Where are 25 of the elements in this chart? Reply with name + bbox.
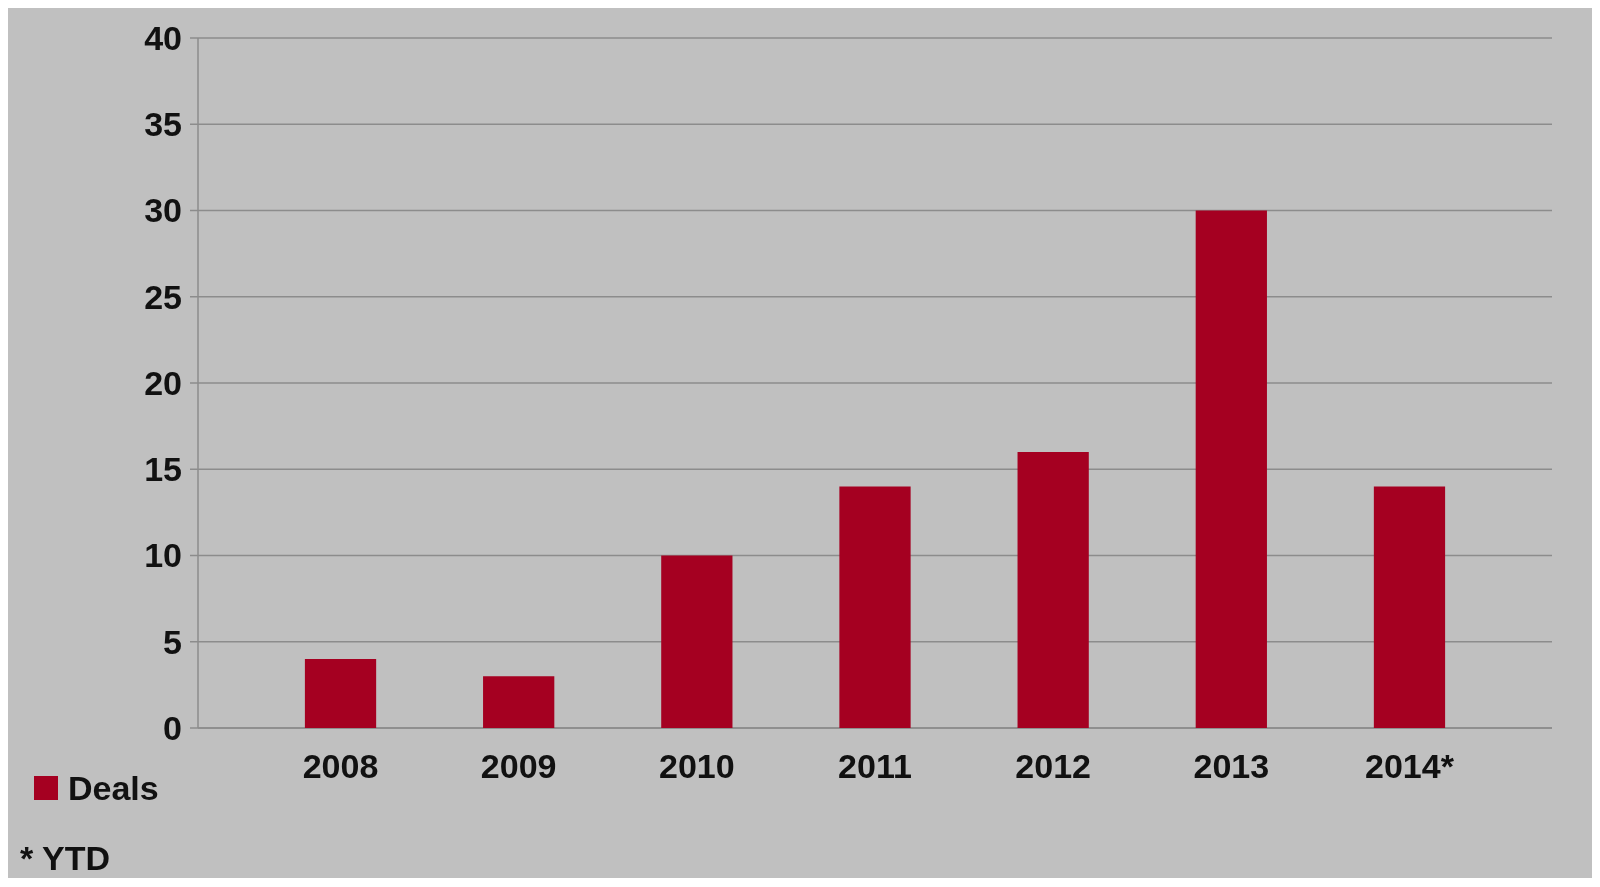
x-tick-label: 2011	[838, 747, 912, 785]
x-tick-label: 2009	[480, 747, 557, 785]
bar	[483, 676, 555, 728]
x-tick-label: 2012	[1015, 747, 1091, 785]
y-tick-label: 15	[144, 450, 182, 489]
y-tick-label: 30	[144, 191, 182, 230]
bar	[839, 486, 911, 728]
y-tick-label: 25	[144, 277, 182, 316]
bar	[1373, 486, 1446, 728]
x-tick-label: 2008	[302, 747, 379, 785]
bar	[1017, 452, 1089, 728]
bar	[1195, 210, 1267, 728]
x-tick-label: 2010	[659, 747, 735, 785]
y-tick-label: 20	[144, 363, 182, 402]
bar	[661, 555, 733, 728]
x-tick-label: 2014*	[1365, 747, 1455, 785]
x-tick-label: 2013	[1193, 747, 1270, 785]
text: * YTD	[20, 838, 111, 877]
y-tick-label: 35	[144, 105, 182, 144]
y-tick-label: 0	[163, 708, 182, 747]
y-tick-label: 40	[144, 18, 182, 57]
y-tick-label: 5	[163, 622, 182, 661]
bar	[304, 659, 377, 728]
y-tick-label: 10	[144, 536, 182, 575]
legend-label: Deals	[68, 768, 159, 807]
